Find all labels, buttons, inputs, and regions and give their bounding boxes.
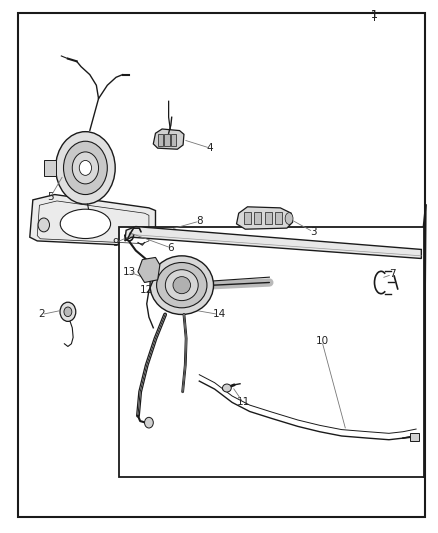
Polygon shape xyxy=(30,195,155,246)
Ellipse shape xyxy=(150,256,213,314)
Text: 3: 3 xyxy=(310,227,317,237)
Bar xyxy=(265,212,272,224)
Text: 11: 11 xyxy=(237,398,250,407)
Bar xyxy=(410,433,419,441)
Bar xyxy=(254,212,261,224)
Text: 4: 4 xyxy=(207,143,214,153)
Bar xyxy=(275,212,282,224)
Circle shape xyxy=(79,160,92,175)
Bar xyxy=(119,227,424,477)
Text: 13: 13 xyxy=(123,267,136,277)
Circle shape xyxy=(56,132,115,204)
Polygon shape xyxy=(138,257,160,282)
Text: 9: 9 xyxy=(113,238,120,247)
Text: 1: 1 xyxy=(371,10,378,20)
Circle shape xyxy=(145,417,153,428)
Ellipse shape xyxy=(285,213,293,224)
Circle shape xyxy=(38,218,49,232)
Ellipse shape xyxy=(173,277,191,294)
Text: 12: 12 xyxy=(140,286,153,295)
Text: 1: 1 xyxy=(371,10,378,20)
Text: 14: 14 xyxy=(212,310,226,319)
Bar xyxy=(164,134,170,146)
Text: 10: 10 xyxy=(315,336,328,346)
Circle shape xyxy=(64,141,107,195)
Circle shape xyxy=(60,302,76,321)
Ellipse shape xyxy=(223,384,231,392)
Circle shape xyxy=(64,307,72,317)
Text: 2: 2 xyxy=(38,310,45,319)
Bar xyxy=(244,212,251,224)
Polygon shape xyxy=(153,129,184,149)
Text: 5: 5 xyxy=(47,192,54,202)
Ellipse shape xyxy=(165,270,198,301)
Polygon shape xyxy=(237,207,293,229)
Ellipse shape xyxy=(60,209,110,239)
Bar xyxy=(158,134,163,146)
Ellipse shape xyxy=(156,263,207,308)
Circle shape xyxy=(72,152,99,184)
Bar xyxy=(171,134,176,146)
Text: 7: 7 xyxy=(389,270,396,279)
Bar xyxy=(44,160,56,176)
Text: 6: 6 xyxy=(167,243,174,253)
Text: 8: 8 xyxy=(196,216,203,226)
Polygon shape xyxy=(125,227,421,259)
